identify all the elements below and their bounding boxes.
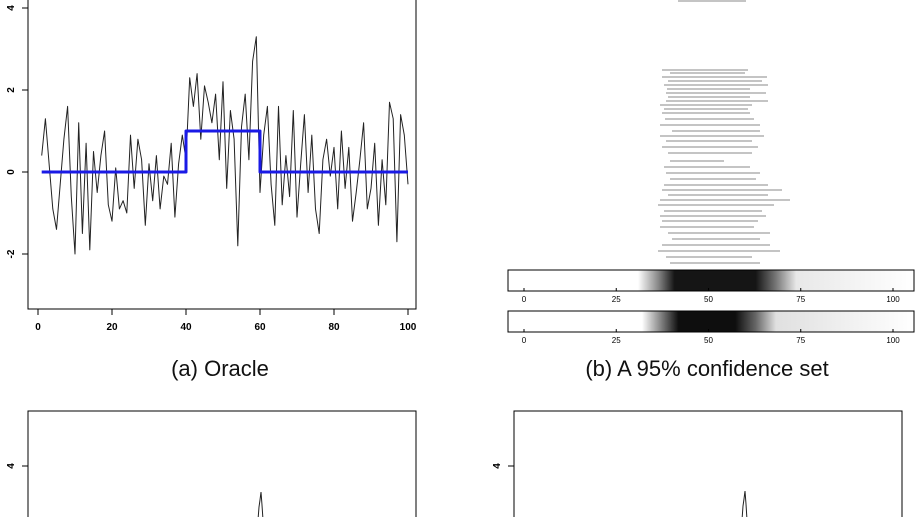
- panel-a-observed-series: [41, 36, 409, 255]
- panel-d: 4: [492, 410, 903, 517]
- panel-b-band-tick-label: 25: [612, 336, 621, 345]
- panel-b-band-tick-label: 100: [886, 295, 900, 304]
- panel-c: 4: [6, 410, 417, 517]
- panel-c-y-tick-label: 4: [6, 463, 17, 469]
- panel-a-x-tick-label: 0: [35, 322, 41, 333]
- panel-b-band-tick-label: 0: [522, 295, 527, 304]
- panel-b-band-2-axis: 0 25 50 75 100: [522, 329, 900, 345]
- panel-a-x-tick-label: 20: [106, 322, 118, 333]
- panel-b-band-2: [507, 310, 915, 333]
- panel-a-oracle: -2 0 2 4 0 20 40 60 80 100 (a) Oracle: [6, 0, 417, 381]
- panel-d-y-tick-label: 4: [492, 463, 503, 469]
- panel-a-caption: (a) Oracle: [171, 356, 269, 381]
- panel-d-plot-frame: [513, 410, 903, 517]
- panel-c-plot-frame: [27, 410, 417, 517]
- panel-a-y-tick-label: -2: [6, 249, 17, 258]
- panel-b-interval-segments: [658, 0, 790, 264]
- panel-b-caption: (b) A 95% confidence set: [585, 356, 828, 381]
- panel-d-spike: [741, 490, 748, 517]
- panel-b-band-1: [507, 269, 915, 292]
- panel-a-y-tick-label: 4: [6, 5, 17, 11]
- panel-b-band-tick-label: 50: [704, 336, 713, 345]
- panel-b-band-tick-label: 0: [522, 336, 527, 345]
- panel-a-x-tick-label: 100: [400, 322, 417, 333]
- panel-a-series: [41, 36, 409, 255]
- panel-a-x-tick-label: 80: [328, 322, 340, 333]
- panel-a-y-axis: -2 0 2 4: [6, 5, 28, 258]
- panel-a-oracle-mean-line: [41, 129, 408, 174]
- panel-b-confidence-set: 0 25 50 75 100 0 25 50 75 100 (b) A 95% confiden…: [507, 0, 915, 381]
- panel-b-band-tick-label: 75: [796, 295, 805, 304]
- panel-a-y-tick-label: 0: [6, 169, 17, 175]
- panel-b-band-tick-label: 100: [886, 336, 900, 345]
- panel-a-x-tick-label: 60: [254, 322, 266, 333]
- panel-a-y-tick-label: 2: [6, 87, 17, 93]
- panel-b-band-tick-label: 75: [796, 336, 805, 345]
- panel-a-x-tick-label: 40: [180, 322, 192, 333]
- panel-c-spike: [257, 491, 264, 517]
- panel-b-band-tick-label: 25: [612, 295, 621, 304]
- panel-a-x-axis: 0 20 40 60 80 100: [35, 308, 417, 333]
- panel-b-band-1-axis: 0 25 50 75 100: [522, 288, 900, 304]
- panel-b-band-tick-label: 50: [704, 295, 713, 304]
